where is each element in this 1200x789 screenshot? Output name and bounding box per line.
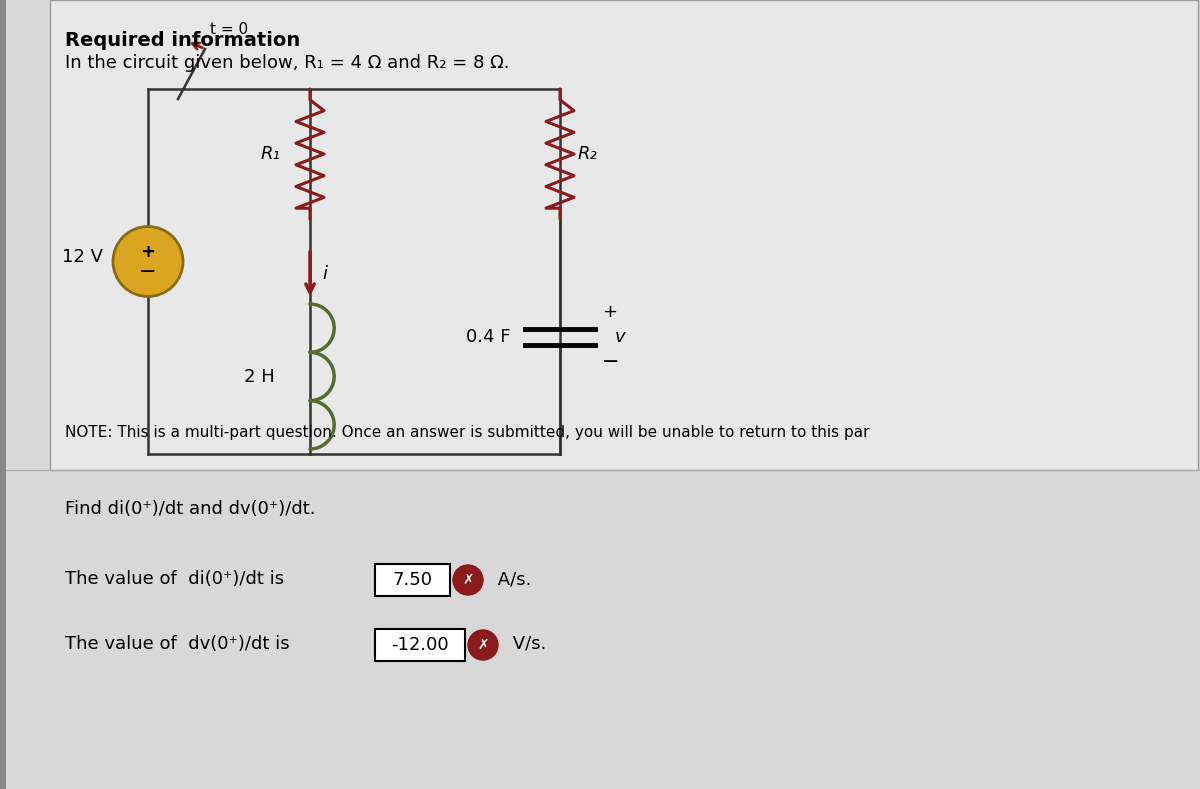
- Text: 7.50: 7.50: [392, 571, 432, 589]
- Text: The value of  dv(0⁺)/dt is: The value of dv(0⁺)/dt is: [65, 635, 289, 653]
- Text: Required information: Required information: [65, 31, 300, 50]
- Circle shape: [468, 630, 498, 660]
- Text: -12.00: -12.00: [391, 636, 449, 654]
- Text: NOTE: This is a multi-part question. Once an answer is submitted, you will be un: NOTE: This is a multi-part question. Onc…: [65, 425, 870, 440]
- Text: t = 0: t = 0: [210, 22, 248, 37]
- Text: +: +: [602, 302, 617, 320]
- Text: +: +: [140, 242, 156, 260]
- Text: −: −: [602, 352, 619, 372]
- Text: A/s.: A/s.: [492, 570, 532, 588]
- Text: i: i: [322, 265, 326, 283]
- Text: Find di(0⁺)/dt and dv(0⁺)/dt.: Find di(0⁺)/dt and dv(0⁺)/dt.: [65, 500, 316, 518]
- Text: R₂: R₂: [578, 145, 598, 163]
- Text: In the circuit given below, R₁ = 4 Ω and R₂ = 8 Ω.: In the circuit given below, R₁ = 4 Ω and…: [65, 54, 510, 72]
- Bar: [50, 0, 1198, 470]
- Text: The value of  di(0⁺)/dt is: The value of di(0⁺)/dt is: [65, 570, 284, 588]
- Circle shape: [454, 565, 482, 595]
- Text: 0.4 F: 0.4 F: [466, 327, 510, 346]
- Bar: [0, 0, 6, 789]
- Text: ✗: ✗: [478, 638, 488, 652]
- Circle shape: [113, 226, 182, 297]
- Text: V/s.: V/s.: [508, 635, 546, 653]
- Text: v: v: [616, 327, 625, 346]
- Bar: [374, 564, 450, 596]
- Text: R₁: R₁: [260, 145, 280, 163]
- Text: 2 H: 2 H: [245, 368, 275, 386]
- Text: −: −: [139, 261, 157, 282]
- Bar: [374, 629, 466, 661]
- Text: ✗: ✗: [462, 573, 474, 587]
- Text: 12 V: 12 V: [62, 248, 103, 266]
